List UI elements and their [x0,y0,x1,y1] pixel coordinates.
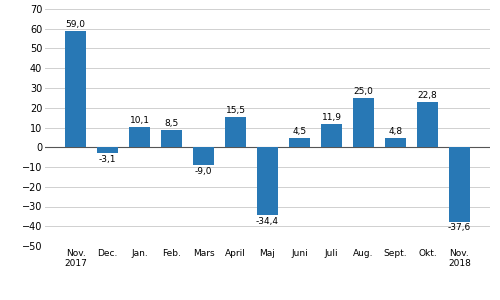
Bar [257,147,278,215]
Text: -3,1: -3,1 [99,155,116,164]
Text: 25,0: 25,0 [354,87,374,96]
Bar [161,130,182,147]
Text: -9,0: -9,0 [195,167,212,176]
Text: 15,5: 15,5 [226,106,246,115]
Bar [97,147,118,153]
Text: 11,9: 11,9 [322,113,342,122]
Text: 8,5: 8,5 [164,119,178,128]
Bar [289,138,310,147]
Text: 4,8: 4,8 [388,127,402,136]
Text: 10,1: 10,1 [130,116,150,125]
Bar [353,98,374,147]
Bar [129,127,150,147]
Bar [65,31,86,147]
Text: 4,5: 4,5 [292,128,306,136]
Bar [417,102,438,147]
Bar [193,147,214,165]
Text: -37,6: -37,6 [448,224,471,232]
Text: 22,8: 22,8 [418,91,438,100]
Bar [385,138,406,147]
Bar [449,147,470,221]
Bar [321,124,342,147]
Text: 59,0: 59,0 [66,20,86,29]
Bar [225,117,246,147]
Text: -34,4: -34,4 [256,217,279,226]
